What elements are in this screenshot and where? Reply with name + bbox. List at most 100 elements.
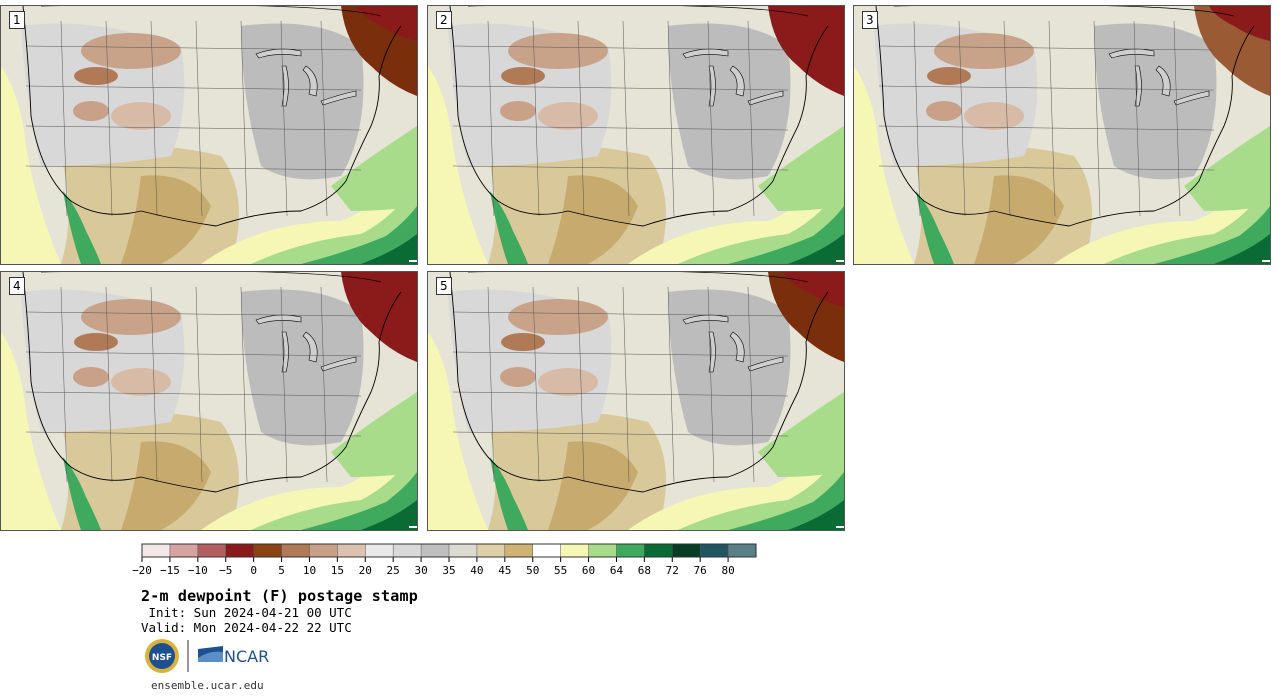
lake-superior bbox=[682, 314, 729, 325]
colorado-dry bbox=[538, 368, 598, 396]
colorado-dry bbox=[111, 102, 171, 130]
colorbar-swatch bbox=[644, 543, 673, 558]
eastern-gray bbox=[241, 23, 364, 180]
colorbar-tick-label: 45 bbox=[498, 564, 512, 577]
lake-superior bbox=[255, 314, 302, 325]
colorbar-swatch bbox=[532, 543, 562, 558]
northeast-very-dry bbox=[783, 6, 844, 41]
colorbar-swatch bbox=[616, 543, 645, 558]
member-map-4: 4 bbox=[0, 271, 418, 531]
texas-dry-tan bbox=[548, 175, 638, 264]
dewpoint-map bbox=[428, 6, 844, 264]
state-borders bbox=[25, 20, 362, 217]
atlantic-green bbox=[758, 126, 844, 211]
lake-michigan bbox=[1134, 65, 1142, 107]
colorbar-tick-label: 64 bbox=[609, 564, 624, 577]
dewpoint-map bbox=[854, 6, 1270, 264]
colorbar-tick-label: 10 bbox=[302, 564, 317, 577]
lake-superior bbox=[1108, 48, 1155, 59]
northern-border bbox=[41, 6, 382, 17]
atlantic-green bbox=[1184, 126, 1270, 211]
eastern-gray bbox=[668, 289, 791, 446]
state-borders bbox=[878, 20, 1215, 217]
texas-dry-tan bbox=[121, 441, 211, 530]
colorbar-swatch bbox=[672, 543, 701, 558]
baja-green bbox=[916, 191, 954, 264]
utah-dry bbox=[500, 367, 536, 387]
baja-green bbox=[63, 191, 101, 264]
baja-green bbox=[63, 457, 101, 530]
northern-rockies-dry bbox=[508, 299, 608, 335]
colorbar-tick-label: 15 bbox=[330, 564, 344, 577]
gulf-green bbox=[301, 206, 417, 264]
baja-green bbox=[490, 457, 528, 530]
colorbar-tick-label: 40 bbox=[470, 564, 484, 577]
pacific-moist-zone bbox=[854, 66, 914, 264]
dewpoint-map bbox=[1, 6, 417, 264]
gulf-green bbox=[728, 206, 844, 264]
lake-michigan bbox=[281, 65, 289, 107]
member-label: 1 bbox=[9, 11, 25, 29]
pacific-moist-zone bbox=[1, 332, 61, 530]
colorbar-swatch bbox=[392, 543, 422, 558]
state-borders bbox=[25, 286, 362, 483]
colorbar-tick-label: 60 bbox=[581, 564, 596, 577]
idaho-dry bbox=[501, 67, 545, 85]
colorbar-swatch bbox=[225, 543, 255, 558]
colorbar-tick-label: 5 bbox=[278, 564, 285, 577]
northern-border bbox=[41, 272, 382, 283]
gulf-darkgreen bbox=[1214, 234, 1270, 264]
page-title: 2-m dewpoint (F) postage stamp bbox=[141, 587, 418, 605]
northern-rockies-dry bbox=[934, 33, 1034, 69]
colorbar-tick-label: 25 bbox=[386, 564, 400, 577]
colorbar-swatch bbox=[727, 543, 757, 558]
nsf-logo-text: NSF bbox=[152, 653, 172, 663]
pacific-moist-zone bbox=[428, 66, 488, 264]
lake-huron bbox=[729, 65, 745, 97]
gulf-green bbox=[301, 472, 417, 530]
ncar-logo-text: NCAR bbox=[224, 647, 269, 666]
eastern-gray bbox=[241, 289, 364, 446]
lake-huron bbox=[729, 331, 745, 363]
lake-michigan bbox=[708, 331, 716, 373]
gulf-green bbox=[728, 472, 844, 530]
colorbar-tick-label: 50 bbox=[526, 564, 540, 577]
pacific-moist-zone bbox=[428, 332, 488, 530]
colorbar-tick-label: −5 bbox=[219, 564, 233, 577]
colorbar-swatch bbox=[253, 543, 283, 558]
atlantic-green bbox=[331, 126, 417, 211]
texas-dry-tan bbox=[121, 175, 211, 264]
colorado-dry bbox=[538, 102, 598, 130]
lake-superior bbox=[255, 48, 302, 59]
member-label: 2 bbox=[436, 11, 452, 29]
colorbar-swatch bbox=[141, 543, 171, 558]
northern-border bbox=[468, 272, 809, 283]
lake-huron bbox=[302, 331, 318, 363]
ncar-logo-icon: NCAR bbox=[198, 646, 269, 666]
northern-rockies-dry bbox=[508, 33, 608, 69]
colorbar-swatch bbox=[476, 543, 506, 558]
pacific-moist-zone bbox=[1, 66, 61, 264]
colorbar-swatch bbox=[560, 543, 590, 558]
member-map-3: 3 bbox=[853, 5, 1271, 265]
colorbar-swatch bbox=[281, 543, 311, 558]
northeast-very-dry bbox=[356, 272, 417, 307]
lake-erie bbox=[320, 356, 357, 372]
member-map-1: 1 bbox=[0, 5, 418, 265]
colorbar-swatch bbox=[365, 543, 394, 558]
colorbar-tick-label: 35 bbox=[442, 564, 456, 577]
state-borders bbox=[452, 286, 789, 483]
northern-rockies-dry bbox=[81, 299, 181, 335]
dewpoint-map bbox=[428, 272, 844, 530]
colorbar-tick-label: 68 bbox=[637, 564, 651, 577]
colorbar-swatch bbox=[420, 543, 450, 558]
baja-green bbox=[490, 191, 528, 264]
colorbar bbox=[141, 543, 757, 562]
idaho-dry bbox=[501, 333, 545, 351]
colorbar-swatch bbox=[337, 543, 366, 558]
texas-dry-tan bbox=[974, 175, 1064, 264]
utah-dry bbox=[73, 101, 109, 121]
member-label: 5 bbox=[436, 277, 452, 295]
colorbar-tick-label: 55 bbox=[554, 564, 568, 577]
member-map-2: 2 bbox=[427, 5, 845, 265]
